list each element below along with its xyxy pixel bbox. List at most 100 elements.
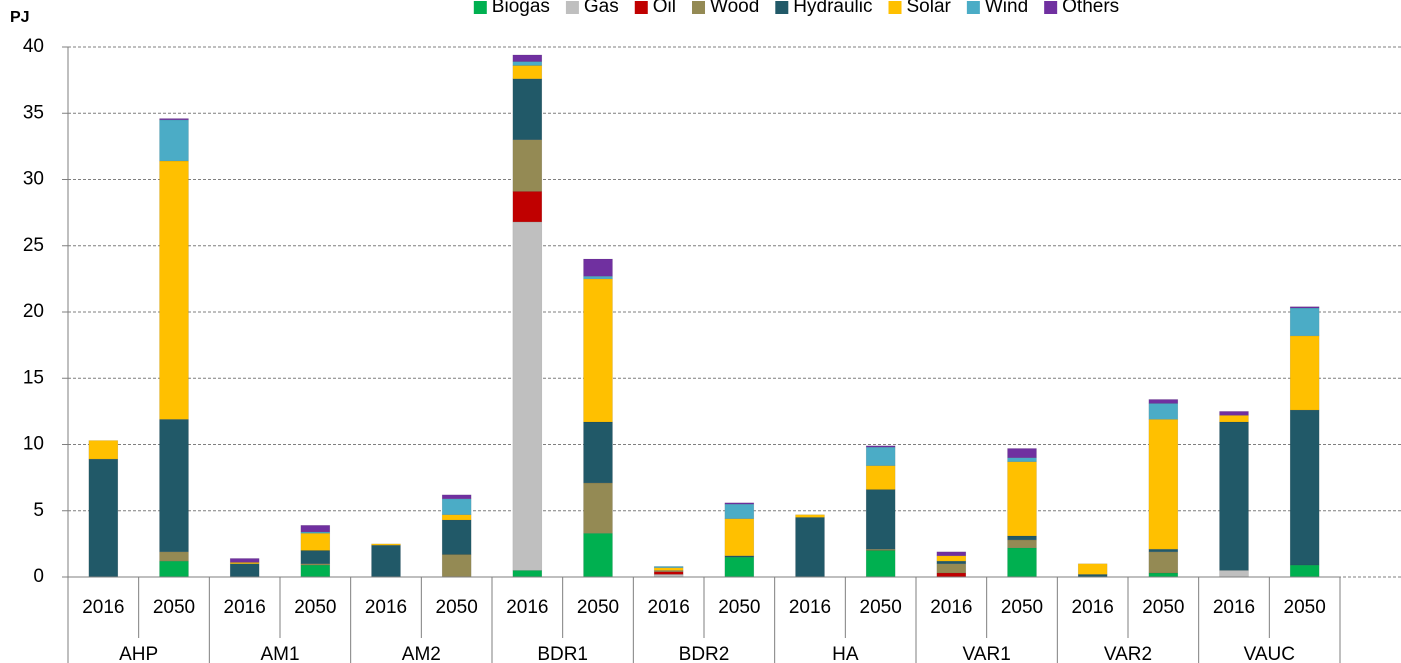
x-tick-label: 2050 [577, 597, 619, 618]
bar-segment [936, 551, 967, 557]
group-label: VAUC [1244, 644, 1295, 663]
bar-segment [1148, 419, 1179, 550]
bar-segment [1007, 539, 1037, 549]
y-tick-label: 5 [33, 500, 44, 521]
x-tick-label: 2016 [648, 597, 690, 618]
legend-label: Others [1062, 0, 1119, 17]
bar-segment [724, 556, 755, 578]
bar-segment [583, 482, 613, 534]
bar-segment [300, 533, 331, 551]
bar-segment [936, 563, 967, 574]
x-tick-label: 2016 [789, 597, 831, 618]
y-axis-label: PJ [10, 9, 30, 26]
y-tick-label: 20 [23, 301, 44, 322]
y-tick-label: 10 [23, 434, 44, 455]
legend-swatch [888, 1, 902, 14]
bar-segment [724, 503, 755, 519]
bar-segment [229, 563, 260, 578]
bar-segment [583, 275, 613, 280]
y-tick-label: 25 [23, 235, 44, 256]
bar-segment [229, 558, 260, 563]
x-tick-label: 2016 [1072, 597, 1114, 618]
bar-segment [865, 550, 896, 578]
bar-segment [1148, 403, 1179, 420]
bar-segment [512, 221, 543, 571]
legend-label: Oil [653, 0, 676, 17]
x-tick-label: 2050 [1284, 597, 1326, 618]
y-tick-label: 40 [23, 36, 44, 57]
legend-label: Wind [985, 0, 1028, 17]
bar-segment [159, 160, 189, 420]
bar-segment [1289, 409, 1320, 566]
bar-segment [1148, 548, 1179, 553]
bar-segment [159, 419, 189, 553]
bar-segment [1007, 448, 1037, 459]
bar-segment [512, 78, 543, 141]
bar-segment [724, 502, 755, 505]
bar-segment [936, 572, 967, 578]
x-tick-label: 2016 [930, 597, 972, 618]
x-tick-label: 2016 [224, 597, 266, 618]
bar-segment [371, 544, 401, 578]
x-tick-label: 2050 [860, 597, 902, 618]
bar-segment [653, 566, 684, 568]
bar-segment [512, 570, 543, 578]
bar-segment [1077, 563, 1108, 575]
legend-label: Wood [710, 0, 759, 17]
x-tick-label: 2016 [365, 597, 407, 618]
legend-swatch [473, 1, 487, 14]
y-tick-label: 15 [23, 367, 44, 388]
bar-segment [865, 489, 896, 550]
x-tick-label: 2016 [506, 597, 548, 618]
bar-segment [371, 543, 401, 546]
bar-segment [724, 518, 755, 557]
bar-segment [865, 465, 896, 490]
bar-segment [1289, 307, 1320, 337]
bar-segment [1148, 551, 1179, 574]
bar-segment [583, 421, 613, 484]
bar-segment [865, 446, 896, 466]
legend-swatch [565, 1, 579, 14]
bar-segment [441, 494, 472, 500]
bar-segment [1289, 564, 1320, 578]
legend-swatch [634, 1, 648, 14]
bar-segment [936, 555, 967, 562]
bar-segment [1219, 421, 1249, 571]
bar-segment [795, 517, 825, 578]
legend-swatch [692, 1, 706, 14]
bar-segment [583, 533, 613, 578]
bar-segment [441, 554, 472, 578]
bar-segment [159, 119, 189, 162]
bar-segment [300, 550, 331, 564]
bar-segment [300, 564, 331, 578]
bar-segment [300, 525, 331, 533]
bar-segment [1007, 461, 1037, 537]
x-tick-label: 2050 [436, 597, 478, 618]
bar-segment [1007, 547, 1037, 578]
legend-label: Biogas [492, 0, 550, 17]
bar-segment [441, 519, 472, 555]
bar-segment [159, 560, 189, 578]
legend-label: Hydraulic [793, 0, 872, 17]
bar-segment [795, 514, 825, 518]
bar-segment [441, 514, 472, 521]
bar-segment [1289, 306, 1320, 309]
bar-segment [441, 498, 472, 515]
group-label: AM2 [402, 644, 441, 663]
bar-segment [159, 551, 189, 562]
bar-segment [1007, 535, 1037, 541]
legend-swatch [1044, 1, 1058, 14]
bar-segment [1219, 570, 1249, 578]
group-label: HA [832, 644, 859, 663]
legend-label: Gas [584, 0, 619, 17]
y-tick-label: 35 [23, 102, 44, 123]
x-tick-label: 2050 [1142, 597, 1184, 618]
bar-segment [512, 61, 543, 66]
bar-segment [512, 65, 543, 80]
bar-segment [159, 118, 189, 121]
bar-segment [88, 440, 119, 460]
bar-segment [1219, 411, 1249, 416]
bar-segment [88, 458, 119, 578]
legend-label: Solar [907, 0, 952, 17]
